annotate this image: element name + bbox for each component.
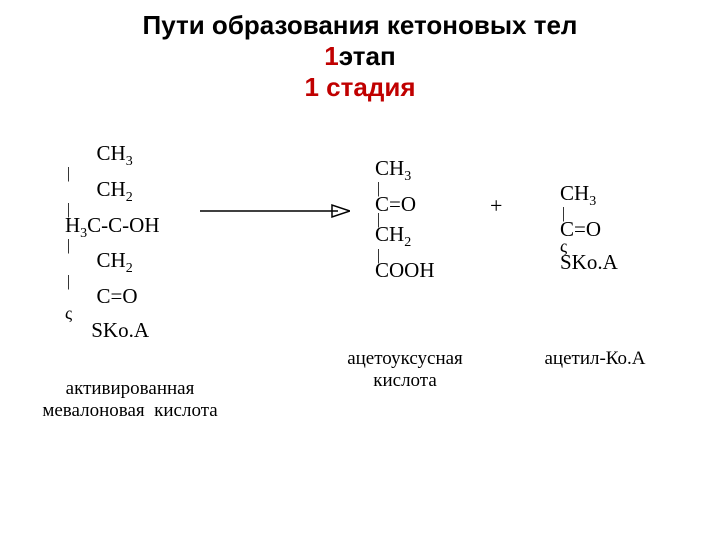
stage-number: 1 bbox=[324, 41, 338, 71]
mevalonic-acid-label: активированнаямевалоновая кислота bbox=[30, 378, 230, 422]
title-block: Пути образования кетоновых тел 1этап 1 с… bbox=[0, 0, 720, 103]
reaction-diagram: CH3 | CH2 | H3C-C-OH | CH2 | C=O ς SKo.A… bbox=[0, 123, 720, 523]
acetoacetic-acid-structure: CH3 | C=O | CH2 | COOH bbox=[375, 158, 435, 281]
stage-word: этап bbox=[339, 41, 396, 71]
title-line2: 1этап bbox=[0, 41, 720, 72]
mevalonic-acid-structure: CH3 | CH2 | H3C-C-OH | CH2 | C=O ς SKo.A bbox=[65, 143, 160, 341]
acetoacetic-acid-label: ацетоуксуснаякислота bbox=[325, 348, 485, 392]
title-line3: 1 стадия bbox=[0, 72, 720, 103]
acetyl-coa-structure: CH3 | C=O ς SKo.A bbox=[560, 183, 618, 273]
reaction-arrow bbox=[200, 201, 350, 221]
acetyl-coa-label: ацетил-Ко.А bbox=[530, 348, 660, 370]
plus-sign: + bbox=[490, 193, 502, 219]
title-line1: Пути образования кетоновых тел bbox=[0, 10, 720, 41]
